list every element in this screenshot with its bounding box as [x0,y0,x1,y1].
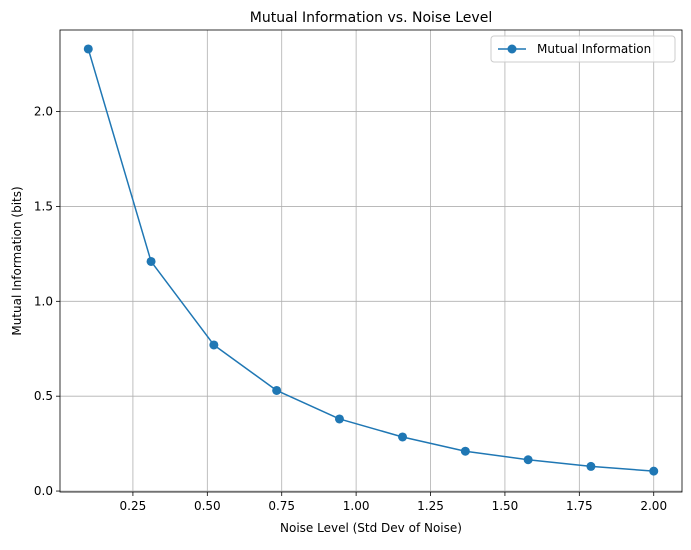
grid-lines [60,30,682,492]
data-point [586,461,596,471]
x-axis-label: Noise Level (Std Dev of Noise) [280,521,462,535]
x-tick-label: 0.25 [120,499,147,513]
plot-area [60,30,682,492]
series-line [87,48,654,472]
y-tick-label: 0.0 [34,484,53,498]
x-tick-label: 1.00 [343,499,370,513]
y-axis-label: Mutual Information (bits) [10,186,24,335]
x-tick-label: 1.50 [492,499,519,513]
x-tick-label: 1.25 [417,499,444,513]
y-tick-label: 1.0 [34,294,53,308]
data-point [649,466,659,476]
y-tick-label: 0.5 [34,389,53,403]
data-point [146,256,156,266]
data-point [523,455,533,465]
x-tick-label: 0.75 [268,499,295,513]
chart-title: Mutual Information vs. Noise Level [250,10,492,26]
series-layer [83,44,659,476]
legend: Mutual Information [490,35,676,63]
legend-marker-icon [507,44,517,54]
y-tick-label: 1.5 [34,199,53,213]
data-point [209,340,219,350]
axis-ticks: 0.25 0.50 0.75 1.00 1.25 1.50 1.75 2.00 0.0 0.5 1.… [34,105,667,513]
data-point [272,385,282,395]
legend-entry-label: Mutual Information [537,42,651,56]
x-tick-label: 1.75 [566,499,593,513]
x-tick-label: 0.50 [194,499,221,513]
data-point [83,44,93,54]
plot-frame [59,29,683,493]
data-point [334,414,344,424]
x-tick-label: 2.00 [640,499,667,513]
y-tick-label: 2.0 [34,105,53,119]
data-point [460,446,470,456]
legend-box [490,35,676,63]
data-point [398,432,408,442]
